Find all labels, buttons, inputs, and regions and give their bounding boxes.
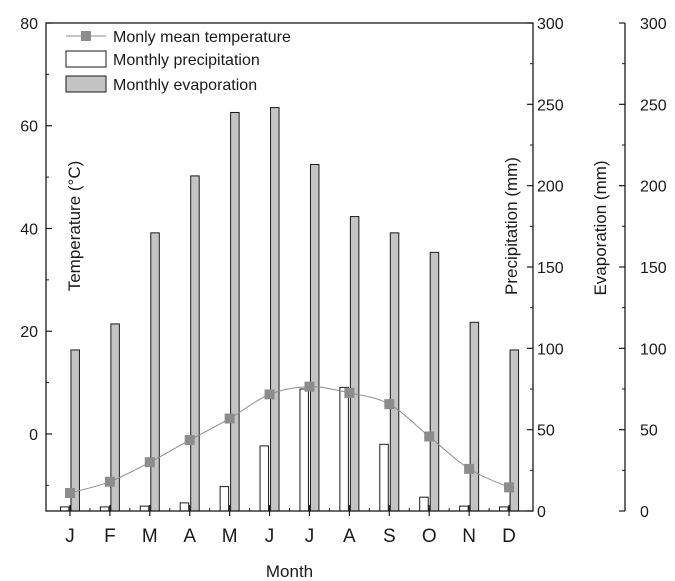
legend-evaporation-label: Monthly evaporation xyxy=(113,77,257,94)
legend: Monly mean temperature Monthly precipitat… xyxy=(65,29,291,94)
bars-layer xyxy=(59,107,520,512)
evaporation-bar xyxy=(429,251,440,512)
precipitation-bar xyxy=(419,496,429,512)
precipitation-bar xyxy=(139,505,150,512)
precipitation-axis-title: Precipitation (mm) xyxy=(502,157,521,295)
evaporation-tick-label: 200 xyxy=(640,179,667,196)
precipitation-bar xyxy=(299,388,309,512)
precipitation-tick-label: 300 xyxy=(537,16,564,33)
temperature-line-layer xyxy=(64,381,515,499)
temperature-point xyxy=(184,435,195,446)
temperature-point xyxy=(384,399,395,410)
precipitation-tick-label: 50 xyxy=(537,423,555,440)
precipitation-tick-label: 150 xyxy=(537,260,564,277)
temperature-tick-label: 80 xyxy=(20,16,38,33)
legend-evaporation-swatch xyxy=(65,75,107,93)
temperature-point xyxy=(264,389,275,400)
evaporation-bar xyxy=(469,321,480,512)
axes-layer: 0 20 40 60 80 0 50 100 150 200 250 300 0 50 100 150 200 2… xyxy=(20,16,667,581)
precipitation-bar xyxy=(339,386,349,512)
precipitation-bar xyxy=(459,505,469,512)
temperature-point xyxy=(424,431,435,442)
precipitation-bar xyxy=(179,502,190,512)
precipitation-bar xyxy=(259,445,270,512)
temperature-point xyxy=(104,476,115,487)
temperature-point xyxy=(344,387,355,398)
precipitation-tick-label: 250 xyxy=(537,97,564,114)
evaporation-bar xyxy=(389,232,400,512)
precipitation-bar xyxy=(379,443,389,512)
month-tick-label: S xyxy=(383,526,396,547)
month-tick-label: A xyxy=(343,526,356,547)
evaporation-tick-label: 0 xyxy=(640,504,649,521)
evaporation-axis-title: Evaporation (mm) xyxy=(591,160,610,295)
month-tick-label: O xyxy=(422,526,437,547)
temperature-point xyxy=(504,482,515,493)
evaporation-bar xyxy=(349,216,360,512)
temperature-tick-label: 20 xyxy=(20,324,38,341)
temperature-tick-label: 0 xyxy=(29,427,38,444)
month-tick-label: F xyxy=(104,526,116,547)
legend-precipitation-label: Monthly precipitation xyxy=(113,52,260,69)
month-tick-label: N xyxy=(462,526,476,547)
month-tick-label: M xyxy=(142,526,158,547)
evaporation-tick-label: 250 xyxy=(640,97,667,114)
evaporation-bar xyxy=(230,111,240,512)
evaporation-bar xyxy=(150,232,160,512)
legend-precipitation-swatch xyxy=(65,50,107,68)
temperature-point xyxy=(304,381,315,392)
temperature-line xyxy=(69,386,510,494)
evaporation-tick-label: 50 xyxy=(640,423,658,440)
temperature-tick-label: 60 xyxy=(20,119,38,136)
temperature-point xyxy=(224,413,235,424)
evaporation-bar xyxy=(309,164,320,512)
precipitation-tick-label: 0 xyxy=(537,504,546,521)
month-tick-label: J xyxy=(305,526,315,547)
month-tick-label: A xyxy=(183,526,196,547)
legend-temperature-marker xyxy=(81,31,91,41)
month-tick-label: J xyxy=(265,526,275,547)
temperature-axis-title: Temperature (°C) xyxy=(65,161,84,292)
x-axis-title: Month xyxy=(266,562,313,581)
evaporation-bar xyxy=(70,349,80,512)
precipitation-tick-label: 200 xyxy=(537,179,564,196)
precipitation-bar xyxy=(219,486,230,512)
evaporation-bar xyxy=(190,175,200,512)
temperature-point xyxy=(64,488,75,499)
temperature-point xyxy=(144,457,155,468)
evaporation-tick-label: 150 xyxy=(640,260,667,277)
evaporation-tick-label: 100 xyxy=(640,341,667,358)
month-tick-label: J xyxy=(65,526,75,547)
month-tick-label: D xyxy=(502,526,516,547)
temperature-point xyxy=(464,463,475,474)
evaporation-tick-label: 300 xyxy=(640,16,667,33)
temperature-tick-label: 40 xyxy=(20,221,38,238)
month-tick-label: M xyxy=(222,526,238,547)
precipitation-tick-label: 100 xyxy=(537,341,564,358)
evaporation-bar xyxy=(270,107,280,512)
legend-temperature-label: Monly mean temperature xyxy=(113,29,291,46)
